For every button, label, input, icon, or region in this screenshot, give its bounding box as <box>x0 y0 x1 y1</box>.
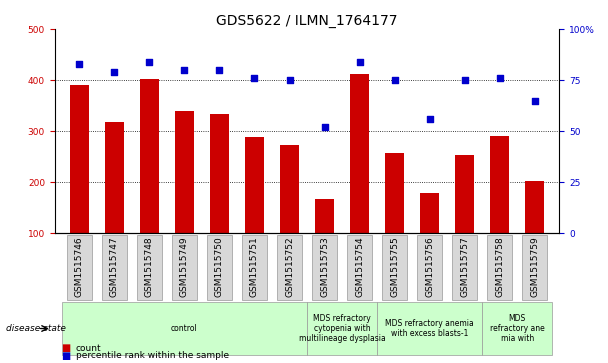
Bar <box>455 155 474 233</box>
FancyBboxPatch shape <box>312 234 337 300</box>
Text: control: control <box>171 324 198 333</box>
Text: GSM1515757: GSM1515757 <box>460 236 469 297</box>
Text: MDS refractory
cytopenia with
multilineage dysplasia: MDS refractory cytopenia with multilinea… <box>299 314 385 343</box>
Text: GSM1515749: GSM1515749 <box>180 236 189 297</box>
Text: GSM1515747: GSM1515747 <box>110 236 119 297</box>
Point <box>460 77 469 83</box>
Point <box>250 75 260 81</box>
Point <box>145 59 154 65</box>
Text: GSM1515746: GSM1515746 <box>75 236 84 297</box>
FancyBboxPatch shape <box>488 234 512 300</box>
Bar <box>140 78 159 233</box>
FancyBboxPatch shape <box>347 234 372 300</box>
Text: GSM1515756: GSM1515756 <box>425 236 434 297</box>
Point <box>530 98 540 103</box>
FancyBboxPatch shape <box>242 234 267 300</box>
FancyBboxPatch shape <box>102 234 126 300</box>
Bar <box>350 74 369 233</box>
FancyBboxPatch shape <box>277 234 302 300</box>
FancyBboxPatch shape <box>137 234 162 300</box>
FancyBboxPatch shape <box>482 302 552 355</box>
FancyBboxPatch shape <box>452 234 477 300</box>
Text: GSM1515748: GSM1515748 <box>145 236 154 297</box>
Bar <box>245 137 264 233</box>
Point <box>179 67 189 73</box>
Text: GSM1515758: GSM1515758 <box>496 236 504 297</box>
Text: GSM1515752: GSM1515752 <box>285 236 294 297</box>
Bar <box>210 114 229 233</box>
Text: GSM1515759: GSM1515759 <box>530 236 539 297</box>
Bar <box>315 199 334 233</box>
Bar <box>420 193 440 233</box>
Text: MDS refractory anemia
with excess blasts-1: MDS refractory anemia with excess blasts… <box>385 319 474 338</box>
FancyBboxPatch shape <box>307 302 377 355</box>
Point <box>354 59 364 65</box>
Text: disease state: disease state <box>6 324 66 333</box>
Point <box>320 124 330 130</box>
Text: GSM1515755: GSM1515755 <box>390 236 399 297</box>
Text: ■: ■ <box>61 343 70 354</box>
Point <box>425 116 435 122</box>
Text: GSM1515753: GSM1515753 <box>320 236 329 297</box>
Text: GSM1515750: GSM1515750 <box>215 236 224 297</box>
Text: ■: ■ <box>61 351 70 361</box>
Bar <box>385 153 404 233</box>
Bar <box>525 181 545 233</box>
FancyBboxPatch shape <box>377 302 482 355</box>
Bar <box>69 85 89 233</box>
Point <box>390 77 399 83</box>
FancyBboxPatch shape <box>172 234 197 300</box>
Point <box>285 77 294 83</box>
Bar <box>105 122 124 233</box>
FancyBboxPatch shape <box>207 234 232 300</box>
Bar <box>174 111 194 233</box>
Text: GSM1515751: GSM1515751 <box>250 236 259 297</box>
FancyBboxPatch shape <box>417 234 442 300</box>
Text: count: count <box>76 344 102 353</box>
Point <box>74 61 84 67</box>
Bar <box>490 136 510 233</box>
Text: GSM1515754: GSM1515754 <box>355 236 364 297</box>
Point <box>215 67 224 73</box>
FancyBboxPatch shape <box>522 234 547 300</box>
Text: MDS
refractory ane
mia with: MDS refractory ane mia with <box>490 314 545 343</box>
FancyBboxPatch shape <box>62 302 307 355</box>
Point <box>109 69 119 75</box>
Title: GDS5622 / ILMN_1764177: GDS5622 / ILMN_1764177 <box>216 14 398 28</box>
Text: percentile rank within the sample: percentile rank within the sample <box>76 351 229 360</box>
FancyBboxPatch shape <box>382 234 407 300</box>
FancyBboxPatch shape <box>67 234 92 300</box>
Point <box>495 75 505 81</box>
Bar <box>280 146 299 233</box>
